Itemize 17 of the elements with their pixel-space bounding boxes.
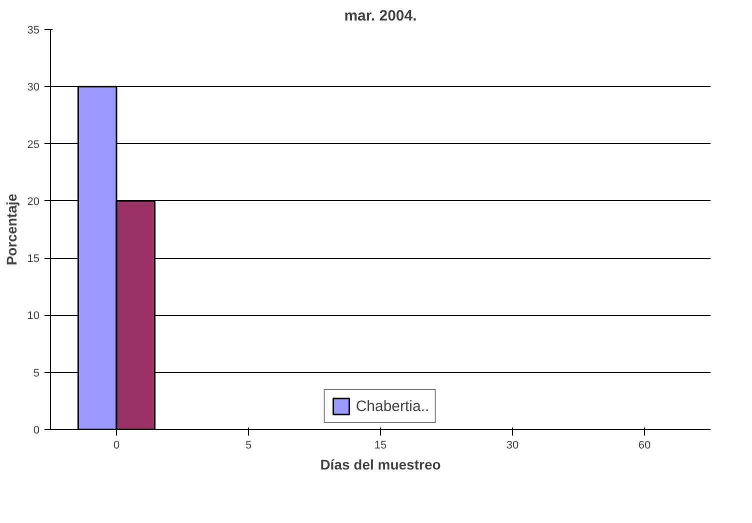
y-tick-label: 5 [33,367,40,380]
chart-title: mar. 2004. [344,8,417,24]
y-tick-label: 15 [27,253,40,266]
x-tick-label: 5 [245,440,252,452]
y-tick-label: 10 [27,310,40,322]
y-tick-label: 25 [27,138,40,151]
y-tick-label: 30 [27,82,40,94]
x-tick-label: 0 [113,440,120,452]
y-tick-label: 35 [27,24,40,36]
y-tick-label: 0 [33,424,40,436]
x-axis-title: Días del muestreo [320,456,441,472]
y-tick-label: 20 [27,196,40,208]
y-axis-title: Porcentaje [3,193,20,266]
x-tick-label: 30 [506,440,519,452]
x-tick-label: 60 [638,440,651,452]
x-tick-label: 15 [374,440,387,452]
legend-label: Chabertia.. [356,398,430,414]
